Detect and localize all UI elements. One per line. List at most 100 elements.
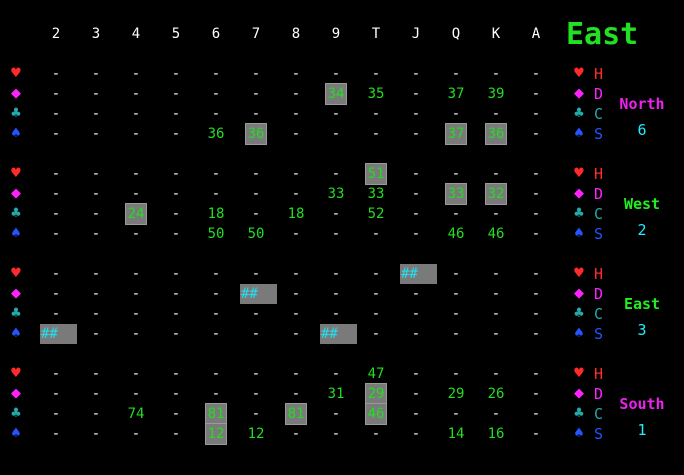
card-cell-east-H-3: - (91, 266, 101, 282)
suit-letter-H: H (594, 365, 604, 383)
player-name-north: North (619, 95, 665, 113)
suit-letter-C: C (594, 105, 604, 123)
card-cell-south-S-9: - (331, 426, 341, 442)
heart-icon: ♥ (10, 266, 22, 281)
player-name-west: West (623, 195, 661, 213)
card-cell-west-C-A: - (531, 206, 541, 222)
card-cell-west-D-7: - (251, 186, 261, 202)
card-cell-north-C-9: - (331, 106, 341, 122)
card-cell-west-S-2: - (51, 226, 61, 242)
heart-icon: ♥ (573, 266, 585, 281)
card-cell-east-C-5: - (171, 306, 181, 322)
suit-letter-H: H (594, 265, 604, 283)
card-cell-east-H-4: - (131, 266, 141, 282)
card-cell-east-H-K: - (491, 266, 501, 282)
suit-letter-C: C (594, 205, 604, 223)
card-cell-east-H-7: - (251, 266, 261, 282)
card-cell-east-C-8: - (291, 306, 301, 322)
card-cell-south-C-T: 46 (365, 403, 387, 425)
view-title: East (566, 17, 639, 52)
rank-header-4: 4 (131, 26, 141, 42)
card-cell-south-C-2: - (51, 406, 61, 422)
card-cell-west-S-5: - (171, 226, 181, 242)
diamond-icon: ◆ (574, 86, 584, 101)
card-cell-east-S-7: - (251, 326, 261, 342)
card-cell-west-S-9: - (331, 226, 341, 242)
card-cell-west-D-J: - (411, 186, 421, 202)
card-cell-east-D-A: - (531, 286, 541, 302)
rank-header-7: 7 (251, 26, 261, 42)
card-cell-north-H-K: - (491, 66, 501, 82)
card-cell-south-S-5: - (171, 426, 181, 442)
rank-header-J: J (411, 26, 421, 42)
card-cell-south-C-J: - (411, 406, 421, 422)
card-cell-west-C-J: - (411, 206, 421, 222)
rank-header-A: A (531, 26, 541, 42)
card-cell-east-H-6: - (211, 266, 221, 282)
card-cell-east-C-7: - (251, 306, 261, 322)
card-cell-west-C-2: - (51, 206, 61, 222)
card-cell-south-D-2: - (51, 386, 61, 402)
card-cell-north-C-5: - (171, 106, 181, 122)
club-icon: ♣ (573, 206, 585, 221)
card-cell-east-D-K: - (491, 286, 501, 302)
diamond-icon: ◆ (574, 286, 584, 301)
card-cell-north-C-4: - (131, 106, 141, 122)
suit-letter-S: S (594, 325, 604, 343)
card-cell-south-D-K: 26 (487, 386, 505, 402)
card-cell-west-S-4: - (131, 226, 141, 242)
card-cell-north-S-5: - (171, 126, 181, 142)
player-name-south: South (619, 395, 665, 413)
suit-letter-D: D (594, 385, 604, 403)
card-cell-north-D-J: - (411, 86, 421, 102)
suit-letter-S: S (594, 125, 604, 143)
diamond-icon: ◆ (11, 386, 21, 401)
card-cell-west-H-9: - (331, 166, 341, 182)
card-cell-north-H-5: - (171, 66, 181, 82)
card-cell-east-C-J: - (411, 306, 421, 322)
card-cell-south-D-Q: 29 (447, 386, 465, 402)
heart-icon: ♥ (10, 66, 22, 81)
card-cell-north-D-3: - (91, 86, 101, 102)
card-cell-north-H-9: - (331, 66, 341, 82)
card-cell-west-H-3: - (91, 166, 101, 182)
rank-header-2: 2 (51, 26, 61, 42)
card-cell-west-S-Q: 46 (447, 226, 465, 242)
card-cell-west-H-7: - (251, 166, 261, 182)
card-cell-south-H-6: - (211, 366, 221, 382)
rank-header-Q: Q (451, 26, 461, 42)
spade-icon: ♠ (10, 326, 22, 341)
card-cell-east-C-T: - (371, 306, 381, 322)
card-cell-west-H-K: - (491, 166, 501, 182)
card-cell-north-D-5: - (171, 86, 181, 102)
card-cell-west-H-T: 51 (365, 163, 387, 185)
card-cell-south-S-6: 12 (205, 423, 227, 445)
spade-icon: ♠ (573, 226, 585, 241)
card-cell-south-H-8: - (291, 366, 301, 382)
spade-icon: ♠ (10, 126, 22, 141)
card-cell-north-C-A: - (531, 106, 541, 122)
suit-letter-C: C (594, 405, 604, 423)
card-cell-east-S-3: - (91, 326, 101, 342)
card-cell-north-S-7: 36 (245, 123, 267, 145)
card-cell-west-S-3: - (91, 226, 101, 242)
card-cell-east-C-Q: - (451, 306, 461, 322)
card-cell-east-D-Q: - (451, 286, 461, 302)
card-cell-east-S-T: - (371, 326, 381, 342)
card-cell-east-S-9: ## (320, 324, 357, 344)
card-cell-west-H-6: - (211, 166, 221, 182)
card-cell-south-H-2: - (51, 366, 61, 382)
card-cell-east-D-8: - (291, 286, 301, 302)
card-cell-west-H-4: - (131, 166, 141, 182)
card-cell-east-S-8: - (291, 326, 301, 342)
card-cell-west-C-6: 18 (207, 206, 225, 222)
card-cell-south-H-5: - (171, 366, 181, 382)
card-cell-west-C-5: - (171, 206, 181, 222)
club-icon: ♣ (10, 406, 22, 421)
card-cell-north-H-8: - (291, 66, 301, 82)
card-cell-south-S-Q: 14 (447, 426, 465, 442)
card-cell-west-D-5: - (171, 186, 181, 202)
card-cell-south-C-6: 81 (205, 403, 227, 425)
heart-icon: ♥ (10, 366, 22, 381)
diamond-icon: ◆ (11, 186, 21, 201)
